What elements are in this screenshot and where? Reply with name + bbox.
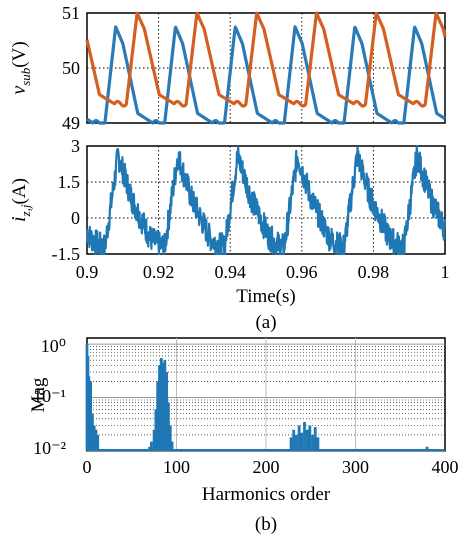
xtick-mid-1: 0.92 [143,262,175,282]
caption-a: (a) [255,312,276,333]
xtick-bot-3: 300 [342,457,369,477]
harmonic-bar-29 [298,426,301,451]
ylabel-top-sub: sub [18,67,33,86]
xtick-bot-1: 100 [163,457,190,477]
xtick-mid-2: 0.94 [214,262,246,282]
ytick-bot-0: 10⁰ [41,336,66,356]
ytick-mid-1: 1.5 [58,172,81,192]
panel-harmonics: 10⁰ 10⁻¹ 10⁻² Mag 0 100 200 300 400 Harmonic… [28,336,459,535]
xtick-mid-4: 0.98 [358,262,390,282]
harmonic-bar-28 [295,435,298,450]
ytick-bot-2: 10⁻² [33,438,66,458]
xtick-bot-4: 400 [432,457,459,477]
svg-text:iz,j(A): iz,j(A) [8,178,33,222]
harmonic-bar-33 [308,426,311,451]
ylabel-middle: iz,j(A) [8,178,33,222]
ylabel-bottom-wrap: Mag [28,377,49,412]
ylabel-top-main: v [8,86,30,95]
xtick-mid-0: 0.9 [76,262,99,282]
ytick-top-2: 49 [62,113,80,133]
ylabel-top-unit: (V) [9,41,30,67]
harmonic-bar-36 [317,437,320,450]
xticks-middle: 0.9 0.92 0.94 0.96 0.98 1 [76,262,450,282]
ytick-mid-2: 0 [71,208,80,228]
panel-voltage: 51 50 49 vsub(V) [8,3,445,133]
harmonic-bar-27 [292,430,295,450]
ytick-mid-3: -1.5 [52,244,81,264]
harmonic-bar-26 [290,437,293,450]
panel-current: 3 1.5 0 -1.5 iz,j(A) 0.9 0.92 0.94 0.96 0.98… [8,136,450,333]
xlabel-bottom: Harmonics order [202,484,331,505]
caption-b: (b) [255,514,277,535]
harmonic-bar-12 [96,435,99,450]
harmonic-bar-14 [150,442,153,450]
ylabel-mid-sub: z,j [18,204,33,217]
harmonic-bar-30 [300,433,303,450]
ytick-top-0: 51 [62,3,80,23]
harmonic-bar-25 [171,442,174,450]
ytick-top-1: 50 [62,58,80,78]
harmonic-bar-32 [306,430,309,450]
xlabel-middle: Time(s) [236,286,295,307]
xtick-bot-0: 0 [83,457,92,477]
xtick-bot-2: 200 [253,457,280,477]
harmonic-bar-34 [311,435,314,450]
harmonic-bar-35 [314,427,317,450]
ylabel-top: vsub(V) [8,41,33,94]
xticks-bottom: 0 100 200 300 400 [83,457,459,477]
harmonic-bar-31 [303,422,306,450]
ylabel-bottom: Mag [28,377,49,412]
svg-text:vsub(V): vsub(V) [8,41,33,94]
xtick-mid-3: 0.96 [286,262,318,282]
ylabel-mid-unit: (A) [9,178,30,204]
ytick-mid-0: 3 [71,136,80,156]
xtick-mid-5: 1 [441,262,450,282]
